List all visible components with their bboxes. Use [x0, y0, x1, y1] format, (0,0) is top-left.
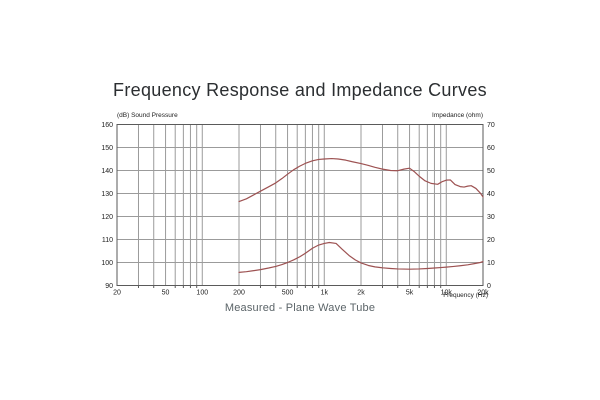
right-tick-label: 50	[487, 168, 495, 175]
left-tick-label: 130	[101, 191, 113, 198]
x-tick-label: 50	[162, 290, 170, 297]
right-tick-label: 30	[487, 214, 495, 221]
right-tick-label: 70	[487, 122, 495, 129]
x-tick-label: 2k	[357, 290, 365, 297]
chart-title: Frequency Response and Impedance Curves	[113, 80, 487, 100]
right-tick-label: 60	[487, 145, 495, 152]
right-tick-label: 0	[487, 283, 491, 290]
x-tick-label: 1k	[321, 290, 329, 297]
left-axis-title: (dB) Sound Pressure	[117, 112, 178, 119]
chart-caption: Measured - Plane Wave Tube	[224, 302, 376, 314]
x-tick-label: 5k	[406, 290, 414, 297]
x-tick-label: 200	[233, 290, 245, 297]
x-axis-title: Frequency (Hz)	[443, 292, 488, 299]
x-tick-label: 20k	[477, 290, 489, 297]
right-axis-title: Impedance (ohm)	[432, 112, 483, 119]
plot-border	[116, 124, 484, 286]
left-tick-label: 110	[102, 237, 113, 244]
right-tick-label: 40	[487, 191, 495, 198]
spl-curve	[238, 157, 484, 203]
right-tick-label: 10	[487, 260, 495, 267]
x-tick-label: 10k	[441, 290, 453, 297]
left-tick-label: 150	[101, 145, 113, 152]
left-tick-label: 120	[101, 214, 113, 221]
left-tick-label: 100	[101, 260, 113, 267]
impedance-curve	[238, 241, 484, 273]
x-tick-label: 100	[196, 290, 208, 297]
x-tick-label: 20	[113, 290, 121, 297]
left-tick-label: 140	[101, 168, 113, 175]
left-tick-label: 90	[105, 283, 113, 290]
right-tick-label: 20	[487, 237, 495, 244]
x-tick-label: 500	[282, 290, 294, 297]
left-tick-label: 160	[101, 122, 113, 129]
